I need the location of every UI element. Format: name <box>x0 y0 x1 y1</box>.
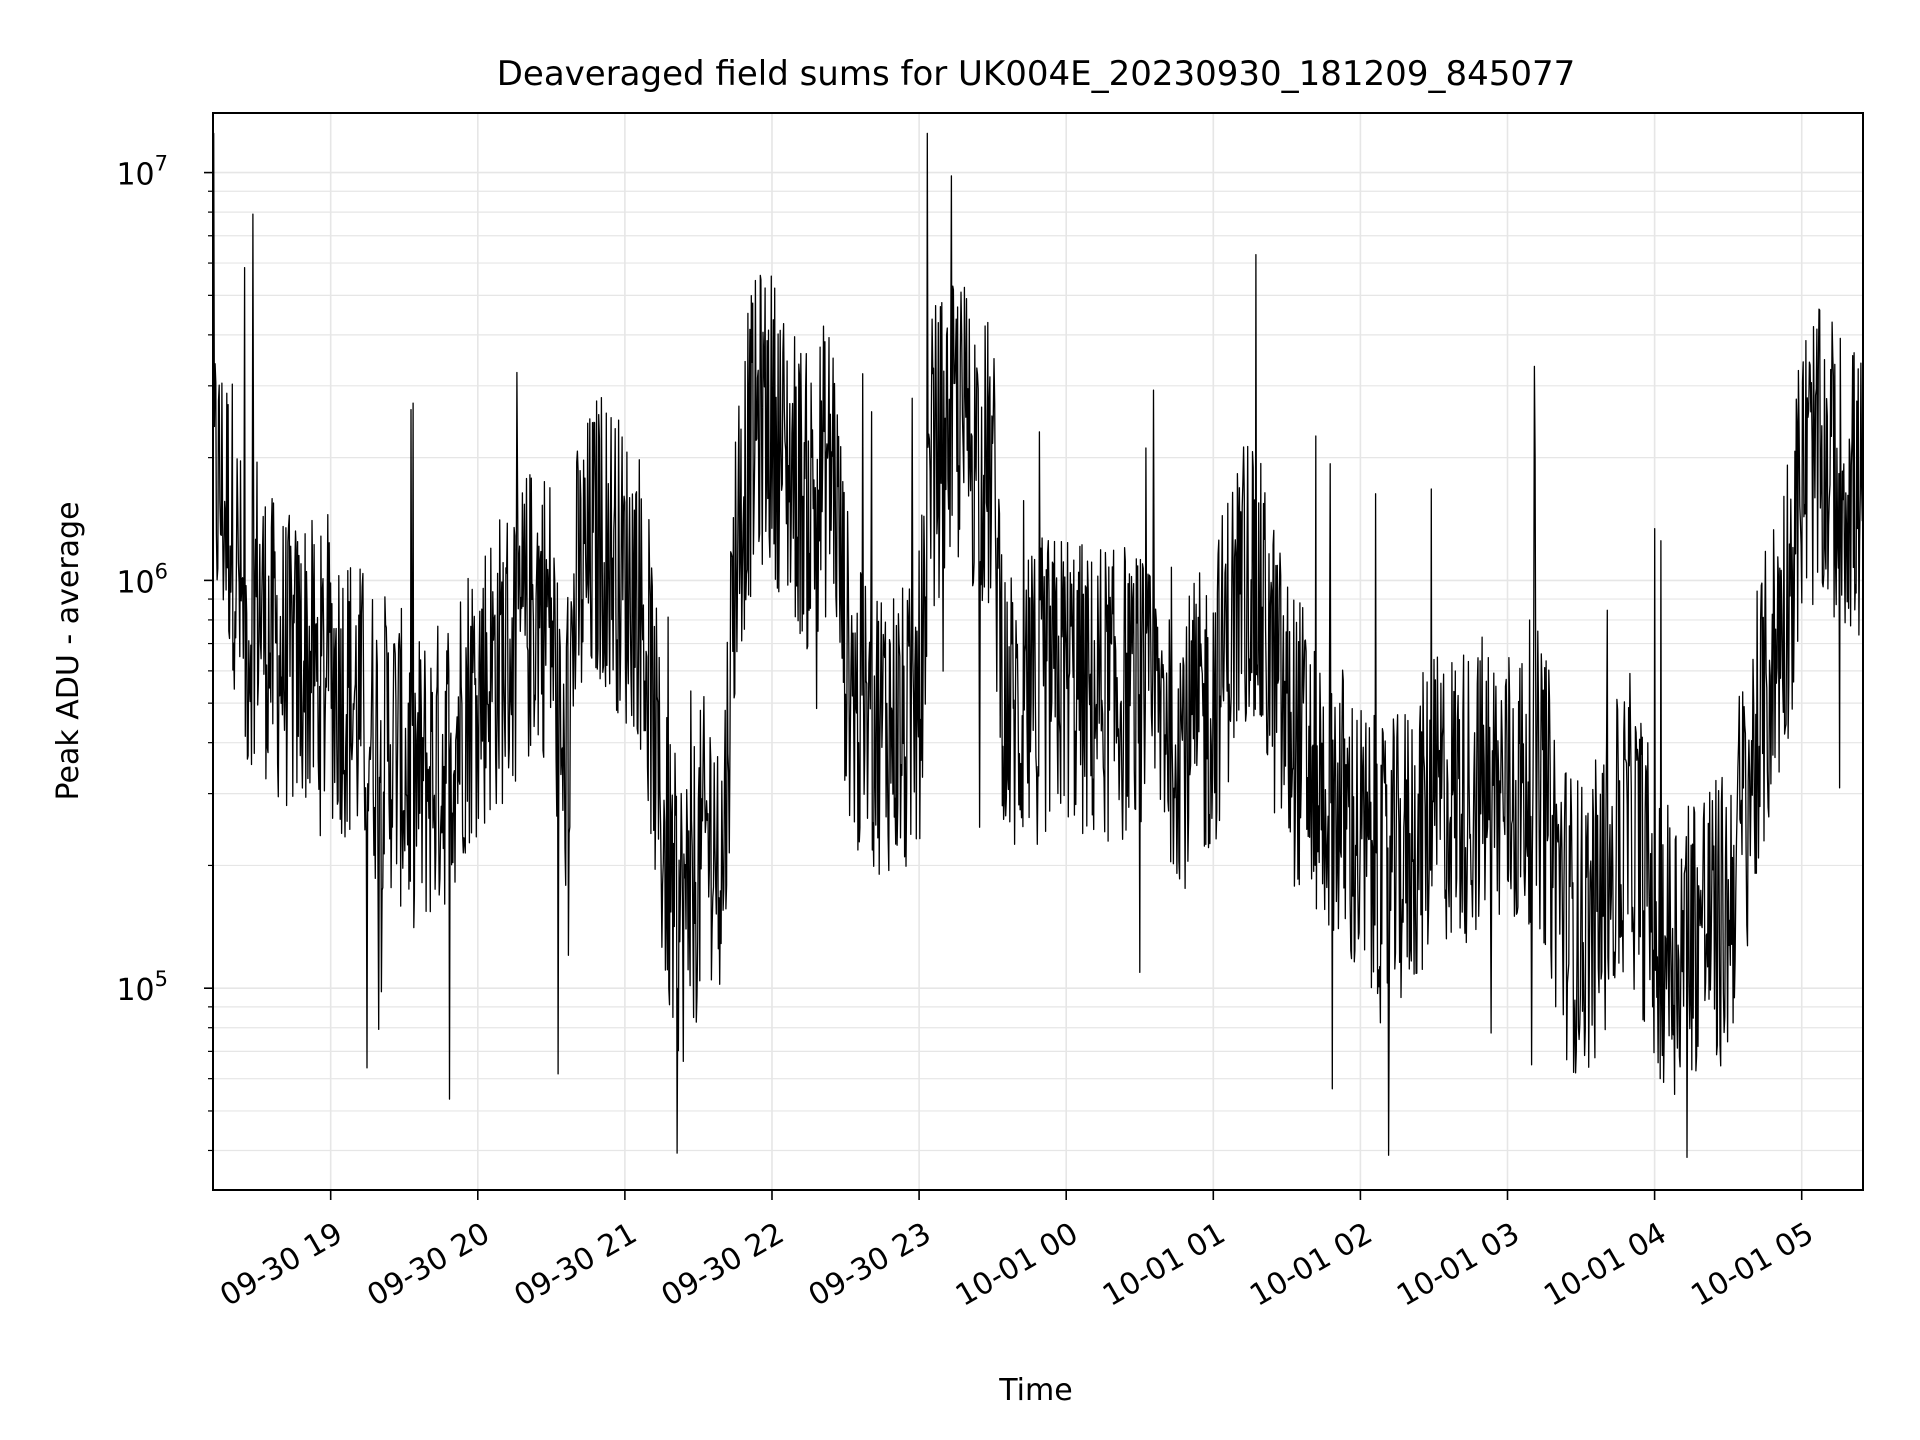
y-tick-label: 105 <box>116 967 168 1008</box>
x-axis-label: Time <box>998 1373 1072 1408</box>
chart-title: Deaveraged field sums for UK004E_2023093… <box>497 54 1576 94</box>
y-tick-exponent: 6 <box>155 559 168 583</box>
y-tick-exponent: 5 <box>155 967 168 991</box>
y-tick-base: 10 <box>116 973 154 1008</box>
y-axis-label: Peak ADU - average <box>51 501 86 800</box>
y-tick-base: 10 <box>116 565 154 600</box>
y-tick-base: 10 <box>116 158 154 193</box>
gridlines <box>213 113 1863 1190</box>
y-tick-label: 107 <box>116 152 168 193</box>
y-tick-label: 106 <box>116 559 168 600</box>
series-line <box>212 132 1864 1159</box>
y-tick-exponent: 7 <box>155 152 168 176</box>
plot-frame <box>212 112 1864 1191</box>
